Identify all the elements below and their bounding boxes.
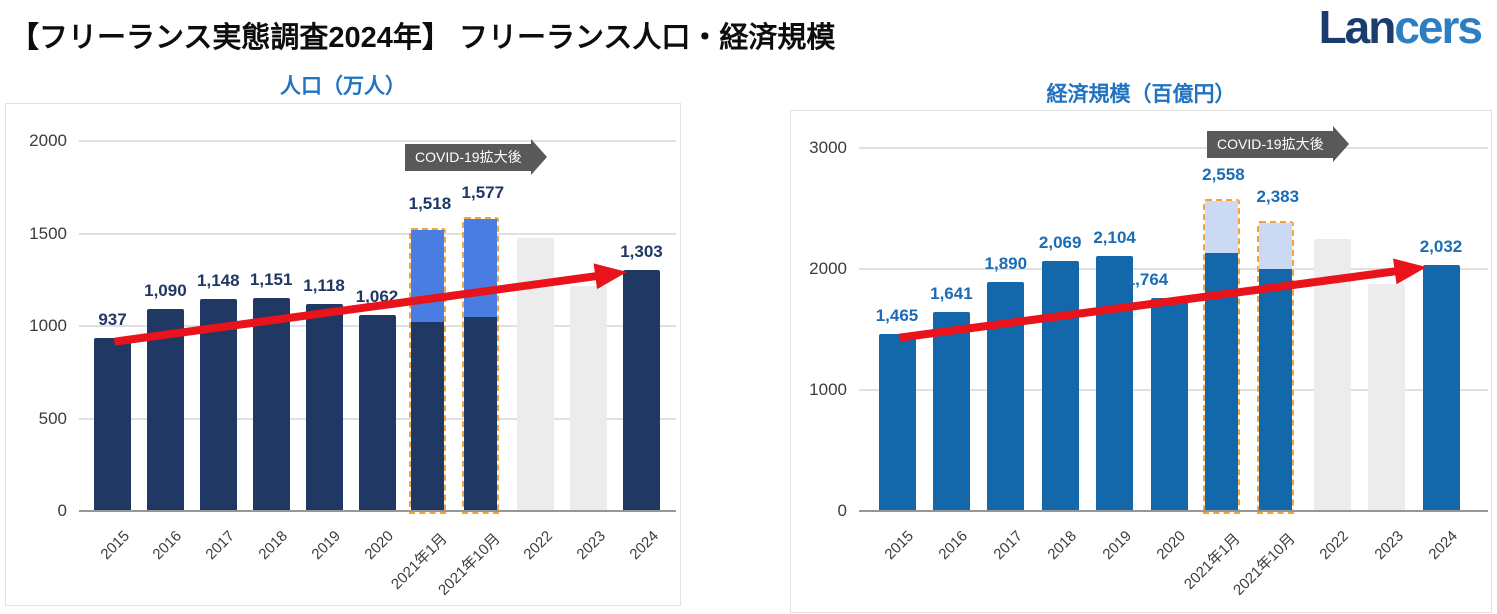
x-axis-tick-label: 2016 [935, 527, 972, 564]
y-axis-tick-label: 3000 [809, 138, 847, 157]
covid-annotation-badge: COVID-19拡大後 [405, 139, 547, 175]
bar-2018 [1041, 260, 1079, 511]
x-axis-tick-label: 2022 [520, 527, 556, 564]
x-axis-tick-label: 2018 [255, 527, 292, 564]
bar-segment-base [1259, 268, 1293, 512]
gridline [79, 140, 676, 142]
bar-2021年1月 [409, 228, 447, 514]
bar-segment-increase [1204, 201, 1238, 254]
bar-2017 [199, 298, 237, 511]
bar-2019 [305, 304, 343, 511]
bar-2023 [570, 286, 608, 511]
bar-value-label: 1,518 [408, 194, 452, 214]
x-axis-tick-label: 2023 [572, 527, 609, 564]
covid-annotation-arrow-point [530, 139, 547, 175]
x-axis-tick-label: 2017 [202, 527, 239, 564]
y-axis-tick-label: 2000 [809, 259, 847, 278]
bar-value-label: 1,577 [461, 183, 505, 203]
population-chart-panel: 0 500 1000 1500 2000 937 2015 1,090 2016 1,148 201… [5, 103, 681, 606]
y-axis-tick-label: 0 [837, 501, 847, 520]
gridline [859, 147, 1488, 149]
bar-value-label: 1,764 [1125, 269, 1169, 289]
x-axis-tick-label: 2020 [361, 527, 398, 564]
x-axis-tick-label: 2024 [625, 527, 662, 564]
bar-2018 [252, 298, 290, 511]
bar-2021年10月 [462, 217, 500, 514]
page-title: 【フリーランス実態調査2024年】 フリーランス人口・経済規模 [10, 22, 836, 54]
x-axis-line [859, 510, 1488, 512]
bar-2021年10月 [1257, 220, 1295, 514]
bar-2022 [517, 237, 555, 511]
bar-value-label: 2,383 [1256, 186, 1300, 206]
bar-value-label: 1,303 [620, 241, 663, 261]
bar-2017 [987, 282, 1025, 511]
bar-2023 [1368, 283, 1406, 511]
covid-annotation-badge: COVID-19拡大後 [1207, 126, 1349, 162]
lancers-logo-part2: cers [1394, 1, 1483, 53]
bar-segment-increase [411, 230, 445, 323]
y-axis-tick-label: 1500 [29, 223, 67, 243]
x-axis-tick-label: 2019 [308, 527, 345, 564]
bar-2021年1月 [1202, 199, 1240, 514]
covid-annotation-arrow-point [1332, 126, 1349, 162]
bar-segment-base [411, 322, 445, 512]
economy-chart-title: 経済規模（百億円） [1046, 83, 1236, 106]
x-axis-tick-label: 2023 [1370, 527, 1407, 564]
bar-2024 [623, 269, 660, 511]
x-axis-tick-label: 2018 [1044, 527, 1081, 564]
bar-2015 [94, 337, 131, 511]
x-axis-tick-label: 2022 [1316, 527, 1353, 564]
gridline [79, 232, 676, 235]
bar-2015 [878, 333, 916, 511]
bar-value-label: 2,558 [1202, 165, 1245, 185]
x-axis-tick-label: 2020 [1153, 527, 1190, 564]
bar-value-label: 2,069 [1038, 232, 1082, 252]
x-axis-tick-label: 2015 [96, 527, 133, 564]
bar-2019 [1096, 256, 1134, 511]
y-axis-tick-label: 1000 [809, 380, 847, 399]
bar-segment-base [1204, 253, 1238, 512]
population-chart-title: 人口（万人） [280, 75, 406, 98]
x-axis-tick-label: 2024 [1425, 527, 1462, 564]
bar-value-label: 2,104 [1093, 228, 1136, 248]
bar-2022 [1313, 238, 1351, 511]
lancers-logo: Lancers [1318, 0, 1483, 54]
y-axis-tick-label: 2000 [29, 131, 67, 150]
bar-segment-increase [464, 219, 498, 317]
y-axis-tick-label: 500 [38, 408, 67, 428]
x-axis-tick-label: 2016 [149, 527, 186, 564]
x-axis-tick-label: 2019 [1098, 527, 1135, 564]
bar-2020 [358, 314, 396, 511]
bar-2024 [1422, 265, 1460, 511]
x-axis-tick-label: 2015 [881, 527, 918, 564]
bar-segment-base [464, 316, 498, 512]
bar-segment-increase [1259, 222, 1293, 269]
bar-2016 [932, 312, 970, 511]
x-axis-line [79, 510, 676, 512]
bar-2020 [1150, 297, 1188, 511]
y-axis-tick-label: 0 [57, 501, 67, 520]
bar-2016 [146, 309, 184, 511]
bar-value-label: 2,032 [1419, 237, 1463, 257]
y-axis-tick-label: 1000 [29, 316, 67, 335]
lancers-logo-part1: Lan [1318, 1, 1397, 53]
economy-chart-panel: 0 1000 2000 3000 1,465 2015 1,641 2016 1,890 2017… [790, 110, 1492, 613]
x-axis-tick-label: 2017 [990, 527, 1026, 564]
